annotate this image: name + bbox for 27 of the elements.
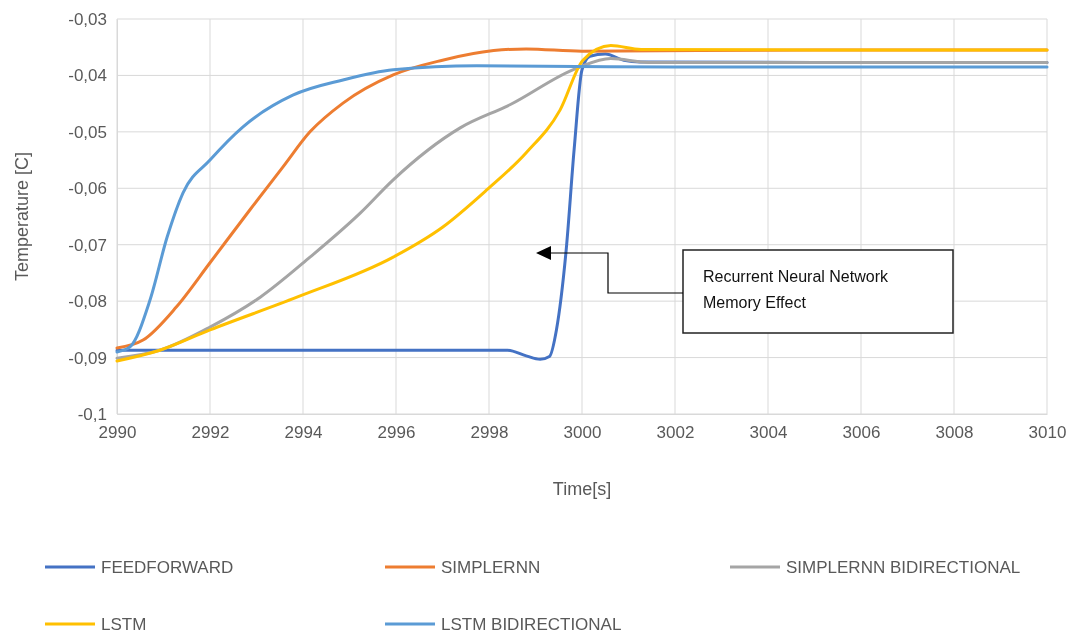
x-tick-label: 2992: [191, 423, 230, 443]
x-axis-title: Time[s]: [552, 479, 612, 499]
x-tick-label: 3010: [1028, 423, 1067, 443]
y-tick-label: -0,08: [68, 292, 107, 312]
legend-label: SIMPLERNN: [441, 558, 541, 577]
y-tick-label: -0,06: [68, 179, 107, 199]
x-tick-label: 2990: [98, 423, 137, 443]
x-tick-label: 3000: [563, 423, 602, 443]
x-tick-label: 3004: [749, 423, 788, 443]
legend-label: LSTM BIDIRECTIONAL: [441, 615, 622, 634]
y-tick-label: -0,09: [68, 348, 107, 368]
y-axis-title: Temperature [C]: [12, 151, 32, 282]
x-tick-label: 2996: [377, 423, 416, 443]
y-tick-label: -0,07: [68, 235, 107, 255]
annotation: Recurrent Neural Network Memory Effect: [703, 268, 889, 311]
y-tick-label: -0,04: [68, 66, 107, 86]
x-tick-label: 2998: [470, 423, 509, 443]
legend-label: SIMPLERNN BIDIRECTIONAL: [786, 558, 1021, 577]
x-tick-label: 3006: [842, 423, 881, 443]
x-tick-label: 3002: [656, 423, 695, 443]
y-tick-label: -0,1: [77, 404, 107, 424]
x-tick-label: 3008: [935, 423, 974, 443]
y-tick-label: -0,03: [68, 9, 107, 29]
y-tick-label: -0,05: [68, 122, 107, 142]
x-tick-label: 2994: [284, 423, 323, 443]
legend-label: LSTM: [101, 615, 147, 634]
legend-label: FEEDFORWARD: [101, 558, 234, 577]
